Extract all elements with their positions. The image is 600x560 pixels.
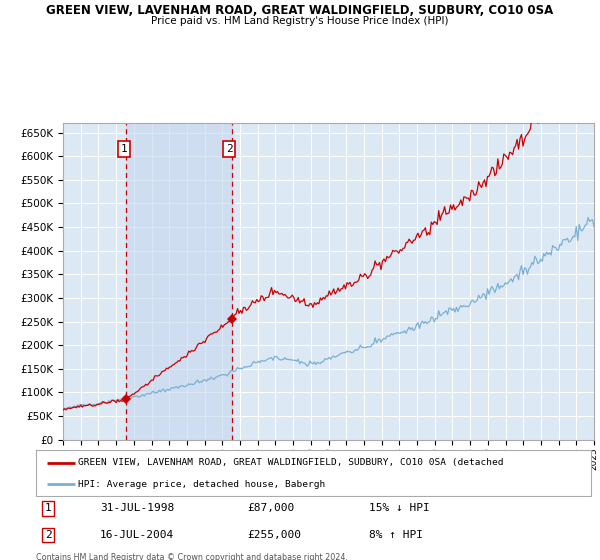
Text: 1: 1 <box>45 503 52 514</box>
Text: GREEN VIEW, LAVENHAM ROAD, GREAT WALDINGFIELD, SUDBURY, CO10 0SA: GREEN VIEW, LAVENHAM ROAD, GREAT WALDING… <box>46 4 554 17</box>
Text: Price paid vs. HM Land Registry's House Price Index (HPI): Price paid vs. HM Land Registry's House … <box>151 16 449 26</box>
Text: GREEN VIEW, LAVENHAM ROAD, GREAT WALDINGFIELD, SUDBURY, CO10 0SA (detached: GREEN VIEW, LAVENHAM ROAD, GREAT WALDING… <box>77 458 503 467</box>
Text: £87,000: £87,000 <box>247 503 294 514</box>
Text: 16-JUL-2004: 16-JUL-2004 <box>100 530 174 540</box>
Bar <box>127 123 232 440</box>
Text: 31-JUL-1998: 31-JUL-1998 <box>100 503 174 514</box>
Text: 2: 2 <box>226 144 233 154</box>
Text: 2: 2 <box>45 530 52 540</box>
Text: 15% ↓ HPI: 15% ↓ HPI <box>369 503 430 514</box>
Text: 1: 1 <box>121 144 127 154</box>
Text: Contains HM Land Registry data © Crown copyright and database right 2024.
This d: Contains HM Land Registry data © Crown c… <box>36 553 348 560</box>
Text: 8% ↑ HPI: 8% ↑ HPI <box>369 530 423 540</box>
Text: £255,000: £255,000 <box>247 530 301 540</box>
Text: HPI: Average price, detached house, Babergh: HPI: Average price, detached house, Babe… <box>77 479 325 489</box>
